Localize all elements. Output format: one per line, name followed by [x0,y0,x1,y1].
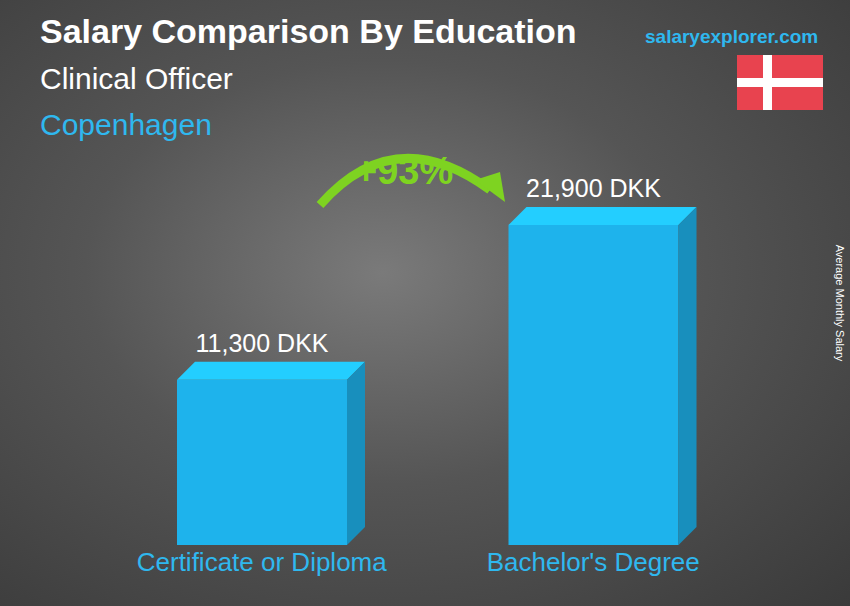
html-text:salaryexplorer.com: salaryexplorer.com [645,26,819,47]
html-text:Average Monthly Salary: Average Monthly Salary [834,244,846,362]
html-text:Copenhagen: Copenhagen [40,108,212,141]
svg-text:Certificate or Diploma: Certificate or Diploma [137,547,388,577]
svg-text:21,900 DKK: 21,900 DKK [526,174,661,202]
html-text:+93%: +93% [355,150,454,192]
html-text:Clinical Officer: Clinical Officer [40,62,233,95]
svg-text:Bachelor's Degree: Bachelor's Degree [487,547,700,577]
svg-text:11,300 DKK: 11,300 DKK [196,329,329,357]
html-text:Salary Comparison By Education: Salary Comparison By Education [40,12,577,50]
